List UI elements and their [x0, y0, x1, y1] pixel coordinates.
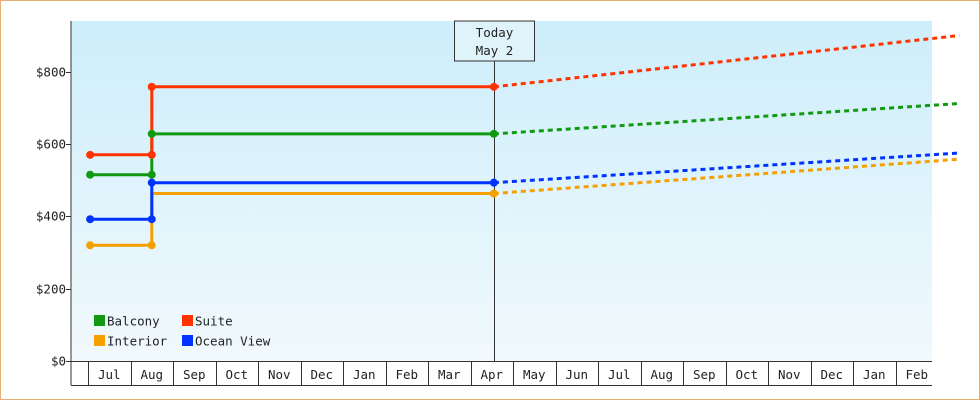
month-label: Jul	[98, 367, 121, 382]
month-label: Sep	[183, 367, 206, 382]
month-label: Jul	[608, 367, 631, 382]
month-label: Oct	[735, 367, 758, 382]
month-label: Nov	[778, 367, 801, 382]
legend-label-ocean-view: Ocean View	[195, 334, 271, 349]
forecast-lines	[493, 34, 960, 195]
forecast-line-suite	[493, 34, 960, 89]
month-label: Dec	[820, 367, 843, 382]
month-label: Aug	[650, 367, 673, 382]
y-tick-label: $600	[36, 137, 66, 152]
legend-label-balcony: Balcony	[107, 314, 160, 329]
legend-label-interior: Interior	[107, 334, 168, 349]
legend-swatch-suite	[182, 315, 193, 326]
data-point-interior	[86, 241, 95, 250]
data-point-balcony	[147, 129, 156, 138]
forecast-line-ocean-view	[493, 151, 960, 185]
month-label: Mar	[438, 367, 461, 382]
data-point-markers	[86, 82, 498, 250]
series-line-suite	[90, 85, 494, 157]
month-label: May	[523, 367, 546, 382]
month-label: Apr	[480, 367, 503, 382]
y-tick-label: $400	[36, 209, 66, 224]
plot-background	[71, 21, 932, 361]
y-tick-label: $800	[36, 65, 66, 80]
forecast-line-balcony	[493, 102, 960, 136]
data-point-suite	[86, 150, 95, 159]
data-point-interior	[489, 189, 498, 198]
data-point-suite	[147, 82, 156, 91]
month-label: Jan	[353, 367, 376, 382]
month-label: Oct	[225, 367, 248, 382]
y-tick-label: $0	[51, 354, 66, 369]
data-point-balcony	[147, 170, 156, 179]
series-line-ocean-view	[90, 181, 494, 221]
legend: Balcony Suite Interior Ocean View	[94, 314, 271, 349]
data-point-interior	[147, 241, 156, 250]
legend-swatch-interior	[94, 335, 105, 346]
month-label: Jun	[565, 367, 588, 382]
month-label: Sep	[693, 367, 716, 382]
y-tick-label: $200	[36, 282, 66, 297]
data-point-ocean-view	[147, 178, 156, 187]
data-point-suite	[489, 82, 498, 91]
today-label-line1: Today	[476, 25, 514, 40]
axes: $0 $200 $400 $600 $800 Jul Aug Sep Oct Nov Dec Jan F…	[36, 21, 932, 386]
legend-swatch-ocean-view	[182, 335, 193, 346]
legend-label-suite: Suite	[195, 314, 233, 329]
month-label: Aug	[140, 367, 163, 382]
legend-swatch-balcony	[94, 315, 105, 326]
today-label-box	[454, 20, 535, 62]
month-label: Dec	[310, 367, 333, 382]
month-label: Feb	[905, 367, 928, 382]
data-point-balcony	[86, 170, 95, 179]
data-point-ocean-view	[489, 178, 498, 187]
month-label: Feb	[395, 367, 418, 382]
month-label: Nov	[268, 367, 291, 382]
data-point-ocean-view	[86, 215, 95, 224]
data-point-balcony	[489, 129, 498, 138]
today-marker: Today May 2	[454, 20, 535, 361]
today-label-line2: May 2	[476, 43, 514, 58]
data-point-ocean-view	[147, 215, 156, 224]
month-label: Jan	[863, 367, 886, 382]
forecast-line-interior	[493, 157, 960, 195]
data-point-suite	[147, 150, 156, 159]
